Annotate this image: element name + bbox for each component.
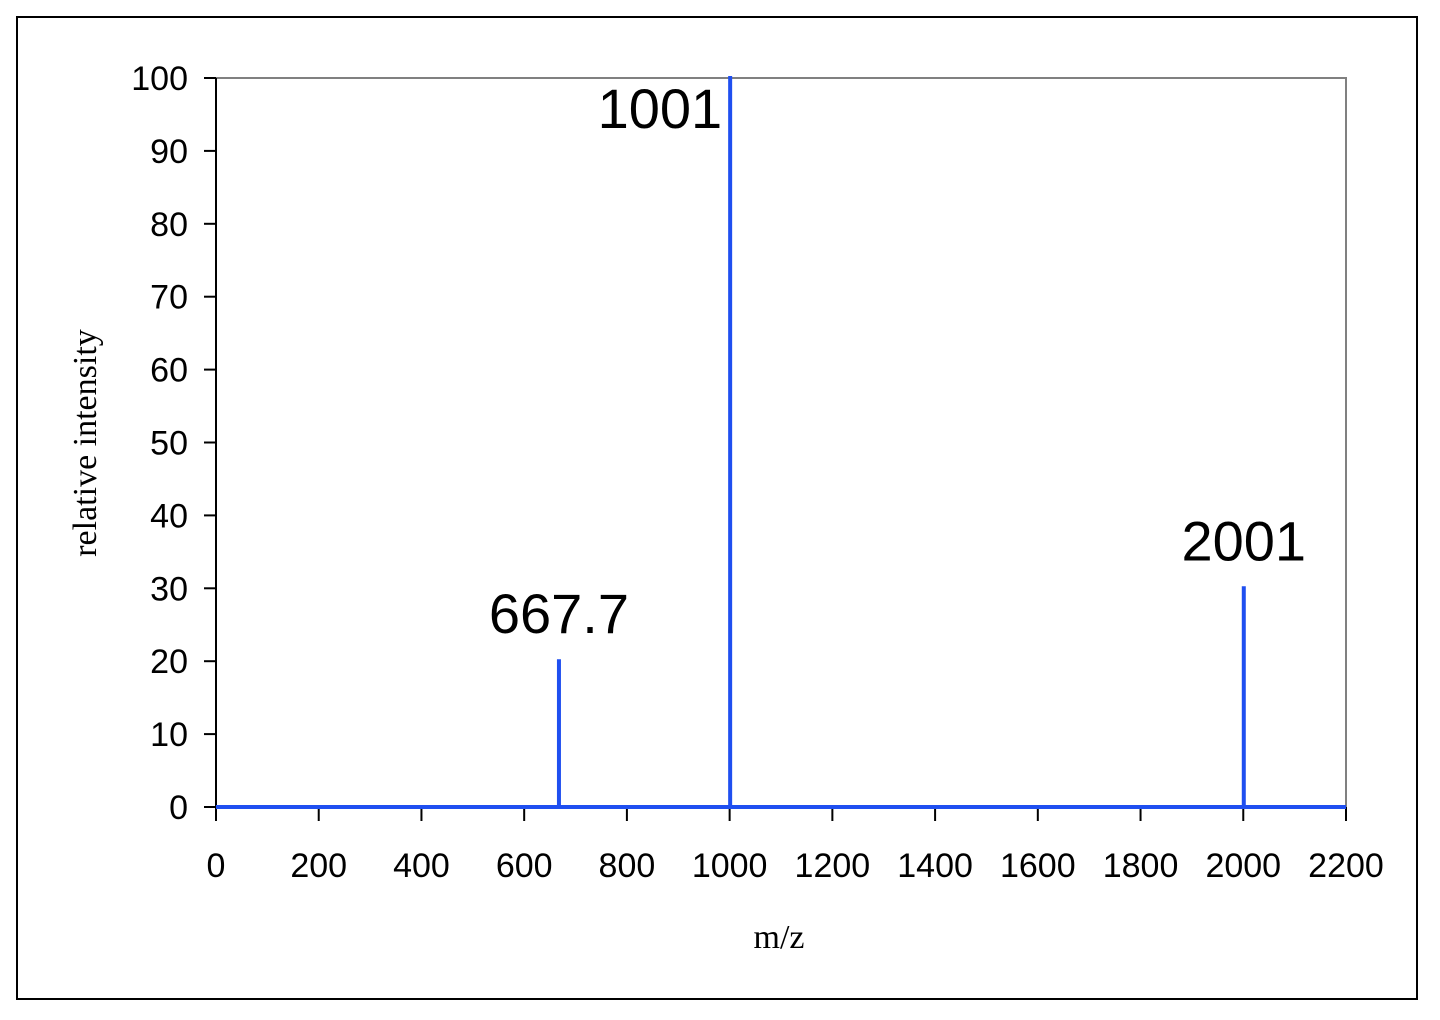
x-tick-label: 1400	[897, 847, 973, 885]
y-tick-label: 20	[150, 643, 188, 681]
y-tick-label: 60	[150, 352, 188, 390]
plot-area-border	[215, 77, 1347, 808]
x-axis-title: m/z	[754, 919, 805, 956]
x-tick-label: 200	[290, 847, 347, 885]
y-tick-label: 10	[150, 716, 188, 754]
y-tick-label: 80	[150, 206, 188, 244]
y-tick-label: 90	[150, 133, 188, 171]
y-axis-title: relative intensity	[67, 329, 104, 557]
x-tick-label: 2200	[1308, 847, 1384, 885]
x-tick-label: 1200	[795, 847, 871, 885]
peak-label: 667.7	[489, 582, 629, 645]
x-tick-label: 600	[496, 847, 553, 885]
y-tick-label: 0	[169, 789, 188, 827]
y-tick-label: 30	[150, 570, 188, 608]
y-tick-label: 100	[131, 60, 188, 98]
y-tick-label: 70	[150, 279, 188, 317]
x-tick-label: 1600	[1000, 847, 1076, 885]
peak-label: 2001	[1181, 509, 1306, 572]
x-tick-label: 1000	[692, 847, 768, 885]
chart-frame	[16, 16, 1418, 1000]
x-tick-label: 800	[599, 847, 656, 885]
x-tick-label: 400	[393, 847, 450, 885]
peak-label: 1001	[598, 77, 723, 140]
y-tick-label: 40	[150, 497, 188, 535]
x-tick-label: 2000	[1205, 847, 1281, 885]
x-tick-label: 0	[207, 847, 226, 885]
x-tick-label: 1800	[1103, 847, 1179, 885]
y-tick-label: 50	[150, 425, 188, 463]
